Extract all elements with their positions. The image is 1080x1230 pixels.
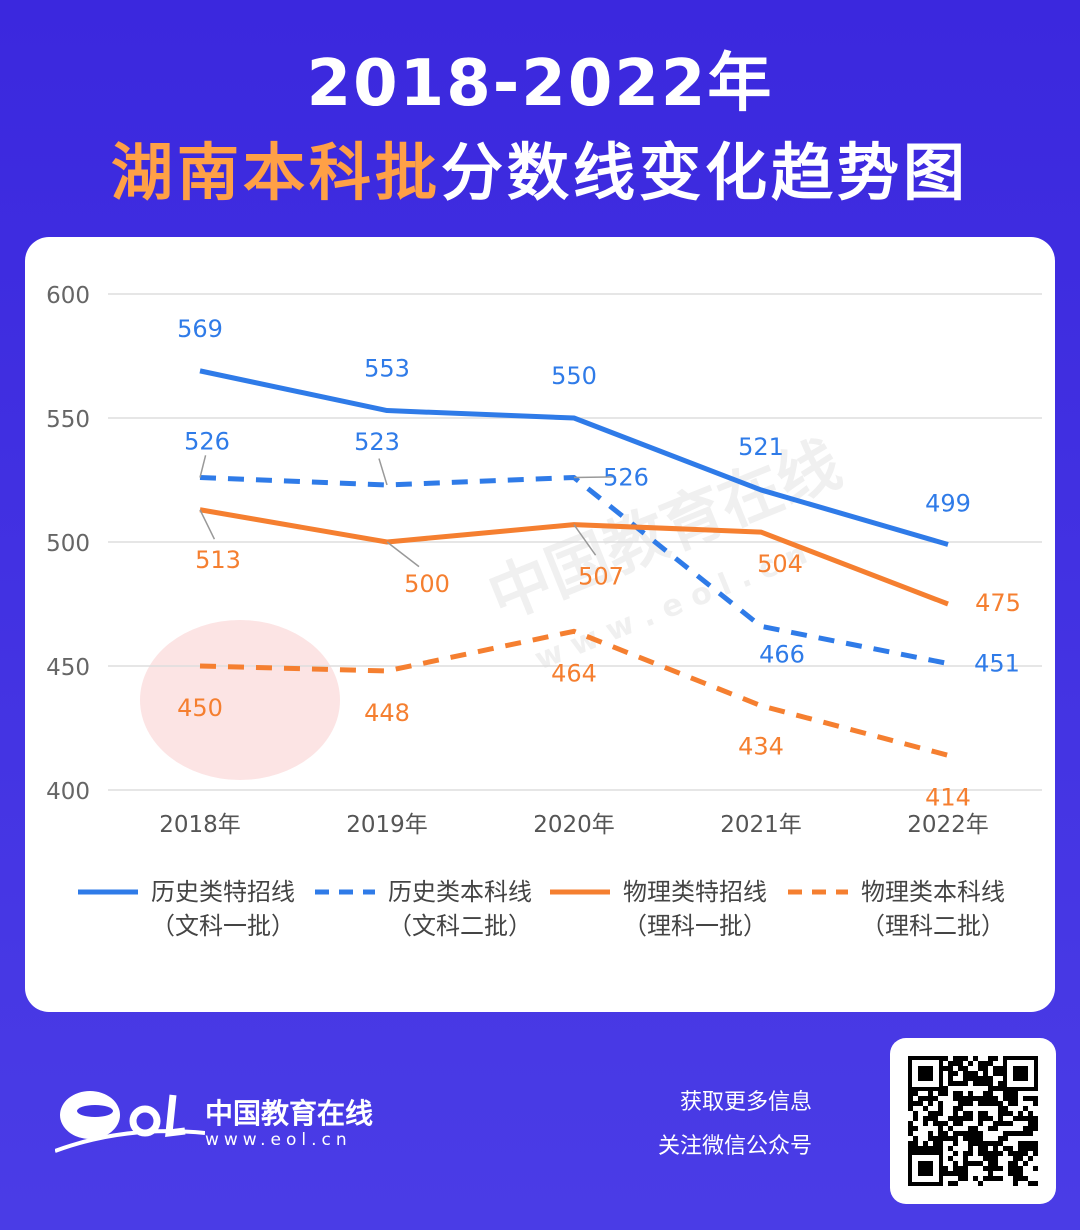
title-rest: 分数线变化趋势图 xyxy=(441,136,970,209)
data-label: 500 xyxy=(404,570,450,598)
footer-info-2: 关注微信公众号 xyxy=(657,1134,812,1159)
y-tick-label: 550 xyxy=(46,407,90,433)
x-tick-label: 2022年 xyxy=(907,812,989,838)
series-line-0 xyxy=(199,368,949,547)
data-label: 553 xyxy=(364,355,410,383)
leader-line xyxy=(199,509,216,540)
data-label: 450 xyxy=(177,694,223,722)
data-label: 448 xyxy=(364,699,410,727)
legend-sublabel: （文科一批） xyxy=(151,912,295,940)
data-label: 451 xyxy=(974,650,1020,678)
leader-line xyxy=(386,541,420,568)
data-label: 521 xyxy=(738,433,784,461)
x-tick-label: 2019年 xyxy=(346,812,428,838)
y-tick-label: 600 xyxy=(46,283,90,309)
data-label: 513 xyxy=(195,546,241,574)
data-label: 499 xyxy=(925,489,971,517)
data-label: 434 xyxy=(738,733,784,761)
qr-code[interactable] xyxy=(890,1038,1056,1204)
footer-brand: 中国教育在线 xyxy=(205,1097,374,1130)
qr-code-icon xyxy=(908,1056,1038,1186)
chart-card xyxy=(25,237,1055,1012)
data-label: 569 xyxy=(177,315,223,343)
x-tick-label: 2021年 xyxy=(720,812,802,838)
legend-label: 物理类特招线 xyxy=(623,878,767,906)
footer-url[interactable]: www.eol.cn xyxy=(205,1130,352,1150)
data-label: 466 xyxy=(759,640,805,668)
leader-line xyxy=(378,458,388,486)
title-main: 湖南本科批分数线变化趋势图 xyxy=(0,122,1080,212)
footer-info-1: 获取更多信息 xyxy=(679,1090,812,1115)
y-tick-label: 400 xyxy=(46,779,90,805)
data-label: 414 xyxy=(925,783,971,811)
data-label: 464 xyxy=(551,659,597,687)
legend-sublabel: （理科一批） xyxy=(623,912,767,940)
watermark-logo-icon xyxy=(140,620,340,780)
legend-label: 物理类本科线 xyxy=(861,878,1005,906)
data-label: 504 xyxy=(757,550,803,578)
data-label: 523 xyxy=(354,428,400,456)
data-label: 475 xyxy=(975,589,1021,617)
y-tick-label: 500 xyxy=(46,531,90,557)
leader-line xyxy=(573,524,597,556)
series-line-3 xyxy=(199,628,949,758)
data-label: 526 xyxy=(184,428,230,456)
legend-sublabel: （理科二批） xyxy=(861,912,1005,940)
leader-line xyxy=(573,476,616,479)
legend-label: 历史类特招线 xyxy=(151,878,295,906)
title-highlight: 湖南本科批 xyxy=(110,136,441,209)
data-label: 526 xyxy=(603,464,649,492)
data-label: 507 xyxy=(578,563,624,591)
legend-sublabel: （文科二批） xyxy=(388,912,532,940)
y-tick-label: 450 xyxy=(46,655,90,681)
eol-logo-icon xyxy=(55,1091,205,1153)
x-tick-label: 2018年 xyxy=(159,812,241,838)
leader-line xyxy=(199,455,207,478)
x-tick-label: 2020年 xyxy=(533,812,615,838)
data-label: 550 xyxy=(551,362,597,390)
title-years: 2018-2022年 xyxy=(306,47,774,121)
legend-label: 历史类本科线 xyxy=(388,878,532,906)
